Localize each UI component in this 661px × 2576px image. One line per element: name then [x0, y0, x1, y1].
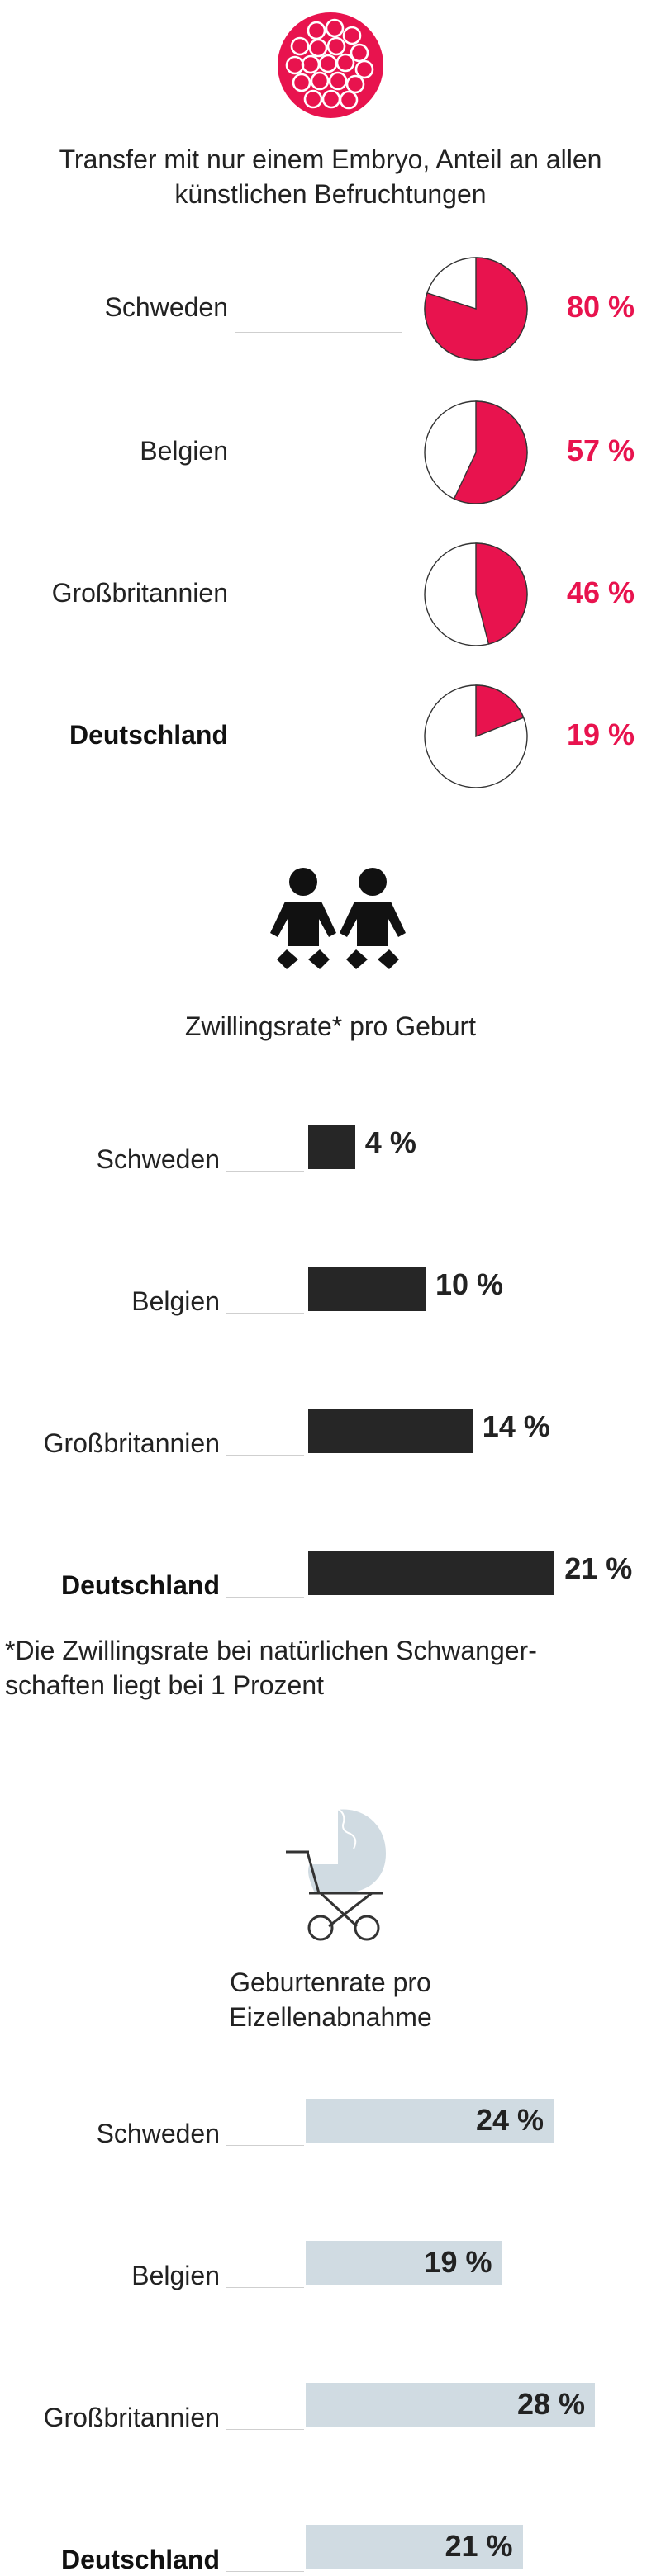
value-label-schweden: 24 % [475, 2103, 544, 2137]
category-label-belgien: Belgien [140, 436, 228, 466]
value-label-belgien: 19 % [424, 2245, 492, 2279]
leader-line [226, 2429, 304, 2430]
leader-line [226, 2287, 304, 2288]
bar-deutschland [308, 1551, 555, 1595]
footnote: *Die Zwillingsrate bei natürlichen Schwa… [5, 1636, 537, 1700]
bar-deutschland [306, 2525, 523, 2569]
value-label-grossbritannien: 14 % [482, 1409, 550, 1443]
pie-belgien [424, 400, 528, 504]
category-label-deutschland: Deutschland [60, 1570, 220, 1600]
pie-schweden [424, 257, 528, 361]
leader-line [226, 1313, 304, 1314]
bar-grossbritannien [308, 1409, 473, 1453]
value-label-deutschland: 21 % [445, 2529, 513, 2563]
leader-line [226, 1455, 304, 1456]
bar-grossbritannien [306, 2383, 595, 2427]
value-label-grossbritannien: 28 % [516, 2387, 585, 2421]
pie-slice-grossbritannien [475, 542, 528, 645]
leader-line [235, 332, 402, 333]
chart-title-embryo: Transfer mit nur einem Embryo, Anteil an… [59, 144, 602, 209]
category-label-grossbritannien: Großbritannien [43, 2403, 220, 2432]
value-label-grossbritannien: 46 % [567, 575, 635, 609]
leader-line [226, 2145, 304, 2146]
pie-grossbritannien [424, 542, 528, 646]
pie-deutschland [424, 684, 528, 788]
embryo-cells-icon [278, 12, 383, 118]
category-label-schweden: Schweden [96, 2119, 220, 2148]
category-label-schweden: Schweden [104, 292, 228, 322]
category-label-belgien: Belgien [131, 2261, 220, 2290]
category-label-grossbritannien: Großbritannien [51, 578, 228, 608]
bar-schweden [306, 2099, 554, 2143]
category-label-belgien: Belgien [131, 1286, 220, 1316]
value-label-deutschland: 21 % [564, 1551, 633, 1585]
category-label-deutschland: Deutschland [69, 720, 228, 750]
pie-slice-belgien [453, 400, 528, 504]
bar-schweden [308, 1125, 355, 1169]
bar-belgien [308, 1267, 426, 1311]
value-label-belgien: 10 % [435, 1267, 504, 1301]
twin-babies-icon [270, 868, 406, 969]
chart-title-births: Geburtenrate pro Eizellenabnahme [229, 1968, 432, 2032]
baby-stroller-icon [286, 1807, 388, 1941]
value-label-schweden: 4 % [364, 1125, 416, 1159]
category-label-schweden: Schweden [96, 1144, 220, 1174]
category-label-grossbritannien: Großbritannien [43, 1428, 220, 1458]
leader-line [226, 2571, 304, 2572]
chart-title-twins: Zwillingsrate* pro Geburt [184, 1011, 477, 1041]
value-label-belgien: 57 % [567, 433, 635, 467]
leader-line [226, 1171, 304, 1172]
category-label-deutschland: Deutschland [60, 2545, 220, 2574]
pie-slice-deutschland [475, 684, 525, 738]
value-label-schweden: 80 % [567, 290, 635, 324]
pie-slice-schweden [424, 257, 528, 361]
leader-line [226, 1597, 304, 1598]
bar-belgien [306, 2241, 502, 2285]
value-label-deutschland: 19 % [567, 717, 635, 751]
